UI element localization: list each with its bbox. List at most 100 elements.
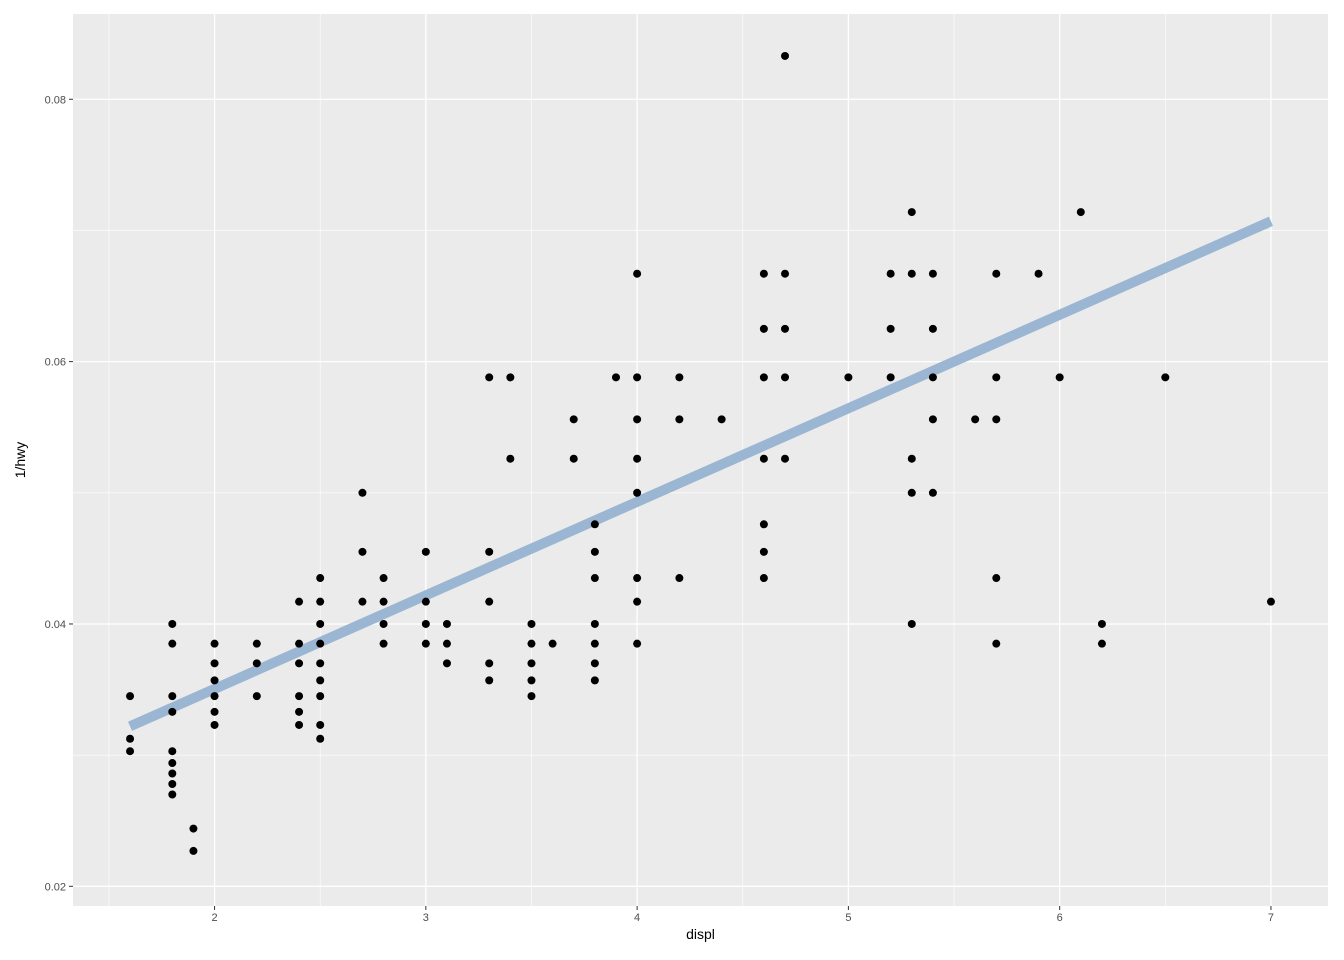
data-point xyxy=(316,692,325,701)
data-point xyxy=(485,597,494,606)
data-point xyxy=(379,639,388,648)
data-point xyxy=(210,720,219,729)
data-point xyxy=(759,574,768,583)
data-point xyxy=(717,415,726,424)
data-point xyxy=(316,676,325,685)
data-point xyxy=(358,488,367,497)
data-point xyxy=(886,269,895,278)
data-point xyxy=(442,659,451,668)
data-point xyxy=(633,454,642,463)
data-point xyxy=(316,619,325,628)
data-point xyxy=(759,324,768,333)
data-point xyxy=(506,454,515,463)
data-point xyxy=(928,373,937,382)
data-point xyxy=(569,454,578,463)
plot-panel xyxy=(73,14,1328,906)
data-point xyxy=(759,454,768,463)
data-point xyxy=(358,597,367,606)
y-tick-label: 0.08 xyxy=(45,94,66,106)
data-point xyxy=(316,734,325,743)
y-tick-label: 0.02 xyxy=(45,881,66,893)
data-point xyxy=(485,659,494,668)
data-point xyxy=(210,676,219,685)
data-point xyxy=(316,639,325,648)
data-point xyxy=(527,639,536,648)
data-point xyxy=(548,639,557,648)
data-point xyxy=(316,574,325,583)
x-tick-label: 4 xyxy=(634,912,640,924)
data-point xyxy=(379,574,388,583)
data-point xyxy=(759,547,768,556)
data-point xyxy=(992,269,1001,278)
data-point xyxy=(485,676,494,685)
data-point xyxy=(189,846,198,855)
data-point xyxy=(781,324,790,333)
data-point xyxy=(633,373,642,382)
data-point xyxy=(781,454,790,463)
data-point xyxy=(590,547,599,556)
data-point xyxy=(358,547,367,556)
data-point xyxy=(316,659,325,668)
data-point xyxy=(527,692,536,701)
x-tick-label: 6 xyxy=(1057,912,1063,924)
data-point xyxy=(126,734,135,743)
data-point xyxy=(907,454,916,463)
data-point xyxy=(168,707,177,716)
data-point xyxy=(590,619,599,628)
data-point xyxy=(210,692,219,701)
data-point xyxy=(633,415,642,424)
data-point xyxy=(928,269,937,278)
data-point xyxy=(928,415,937,424)
data-point xyxy=(907,488,916,497)
data-point xyxy=(421,619,430,628)
data-point xyxy=(295,707,304,716)
data-point xyxy=(168,639,177,648)
data-point xyxy=(675,415,684,424)
data-point xyxy=(252,692,261,701)
data-point xyxy=(928,324,937,333)
data-point xyxy=(992,639,1001,648)
data-point xyxy=(633,574,642,583)
y-axis: 0.02 0.04 0.06 0.08 xyxy=(45,94,73,893)
x-tick-label: 2 xyxy=(211,912,217,924)
data-point xyxy=(590,520,599,529)
data-point xyxy=(168,780,177,789)
data-point xyxy=(252,639,261,648)
data-point xyxy=(168,769,177,778)
data-point xyxy=(295,597,304,606)
data-point xyxy=(971,415,980,424)
data-point xyxy=(633,597,642,606)
data-point xyxy=(633,488,642,497)
data-point xyxy=(316,720,325,729)
data-point xyxy=(252,659,261,668)
data-point xyxy=(781,373,790,382)
data-point xyxy=(886,324,895,333)
data-point xyxy=(527,676,536,685)
points-layer xyxy=(126,51,1275,855)
data-point xyxy=(210,659,219,668)
data-point xyxy=(189,824,198,833)
data-point xyxy=(633,269,642,278)
x-axis: 2 3 4 5 6 7 xyxy=(211,906,1274,924)
y-tick-label: 0.06 xyxy=(45,357,66,369)
data-point xyxy=(569,415,578,424)
data-point xyxy=(168,759,177,768)
data-point xyxy=(1034,269,1043,278)
data-point xyxy=(781,51,790,60)
data-point xyxy=(611,373,620,382)
data-point xyxy=(992,373,1001,382)
data-point xyxy=(590,639,599,648)
data-point xyxy=(485,373,494,382)
data-point xyxy=(1161,373,1170,382)
data-point xyxy=(781,269,790,278)
data-point xyxy=(675,373,684,382)
data-point xyxy=(992,415,1001,424)
data-point xyxy=(168,790,177,799)
data-point xyxy=(1097,619,1106,628)
data-point xyxy=(907,208,916,217)
major-gridlines xyxy=(73,14,1328,906)
data-point xyxy=(421,547,430,556)
data-point xyxy=(928,488,937,497)
data-point xyxy=(844,373,853,382)
data-point xyxy=(210,639,219,648)
